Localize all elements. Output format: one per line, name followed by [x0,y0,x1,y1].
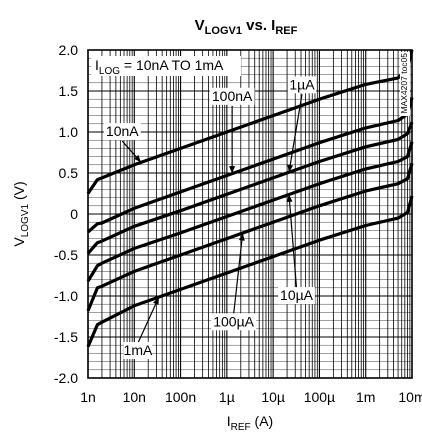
y-axis-label-sub: LOGV1 [20,204,31,238]
annotation-leader-5 [137,299,159,344]
annotation-label-bg-0 [103,123,141,141]
annotation-arrowhead-2 [287,164,294,173]
x-axis-label-unit: (A) [251,413,274,429]
side-tag-background [400,52,410,116]
annotation-arrowhead-4 [238,232,245,241]
y-tick-label-3: 0.5 [59,165,79,181]
chart-title-i-sub: REF [275,25,297,37]
y-tick-label-5: -0.5 [54,247,78,263]
annotations: 10nA 100nA 1µA 10µA 100µA 1mA [103,76,317,360]
annotation-leader-3 [288,197,298,289]
legend-box-background [91,56,241,76]
y-tick-label-8: -2.0 [54,370,78,386]
plot-border [87,49,413,379]
series-line-100nA [86,97,414,234]
legend-box-i: I [95,57,99,73]
series-line-10µA [86,141,414,283]
legend-box-rest: = 10nA TO 1mA [120,57,224,73]
plot-frame [87,49,413,379]
x-tick-label-4: 10µ [261,389,285,405]
x-tick-label-7: 10m [398,389,422,405]
chart-title-v-sub: LOGV1 [205,25,242,37]
series-line-100µA [86,162,414,312]
y-tick-label-2: 1.0 [59,124,79,140]
x-axis-label-i: I [227,413,231,429]
tick-labels: 2.0 1.5 1.0 0.5 0 -0.5 -1.0 -1.5 -2.01n 10n 100n 1µ… [54,42,422,405]
annotation-label-0: 10nA [106,123,139,139]
y-tick-label-7: -1.5 [54,329,78,345]
chart-title-v: V [195,17,205,34]
annotation-leader-2 [288,94,303,170]
annotation-label-3: 10µA [280,287,314,303]
annotation-label-bg-4 [211,313,257,331]
annotation-label-bg-1 [209,87,255,105]
series-lines [86,49,414,348]
annotation-label-4: 100µA [213,313,254,329]
chart-title: VLOGV1 vs. IREF [195,17,298,37]
x-axis-label: IREF (A) [227,413,273,433]
y-axis-label-unit: (V) [11,181,27,204]
legend-box-sub: LOG [99,66,120,77]
x-tick-label-5: 100µ [304,389,335,405]
series-line-1mA [86,195,414,348]
x-tick-label-0: 1n [80,389,96,405]
annotation-label-bg-5 [123,342,153,360]
y-tick-label-1: 1.5 [59,83,79,99]
annotation-label-bg-3 [278,287,315,305]
annotation-label-1: 100nA [212,88,253,104]
series-line-1µA [86,121,414,255]
annotation-arrowhead-3 [286,194,293,203]
x-axis-label-sub: REF [231,422,251,433]
x-tick-label-1: 10n [123,389,146,405]
y-axis-label-v: V [11,237,27,247]
chart-title-mid: vs. I [242,17,275,34]
annotation-arrowhead-0 [133,154,142,163]
legend-box-text: ILOG = 10nA TO 1mA [95,57,224,77]
annotation-label-bg-2 [287,76,317,94]
y-tick-label-4: 0 [70,206,78,222]
y-tick-label-6: -1.0 [54,288,78,304]
x-tick-label-3: 1µ [219,389,235,405]
side-tag: MAX4207 toc05 [399,53,409,114]
annotation-label-2: 1µA [289,76,315,92]
annotation-arrowhead-5 [153,297,159,306]
annotation-label-5: 1mA [124,342,153,358]
x-tick-label-6: 1m [356,389,375,405]
annotation-leader-4 [233,235,243,315]
annotation-arrowhead-1 [229,166,236,174]
y-axis-label: VLOGV1 (V) [11,181,31,246]
x-tick-label-2: 100n [165,389,196,405]
series-line-10nA [86,49,414,195]
y-tick-label-0: 2.0 [59,42,79,58]
